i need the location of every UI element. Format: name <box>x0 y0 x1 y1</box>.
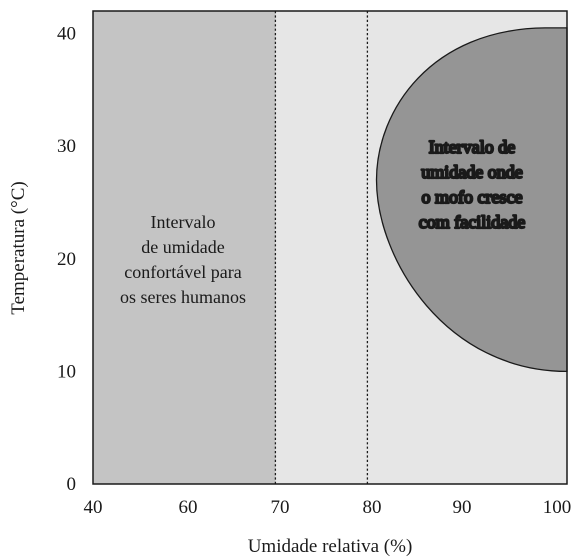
x-tick-label: 90 <box>453 497 472 518</box>
x-tick-label: 70 <box>271 497 290 518</box>
x-axis-ticks: 40 60 70 80 90 100 <box>84 497 572 518</box>
x-tick-label: 80 <box>363 497 382 518</box>
region-label-line: umidade onde <box>421 162 522 182</box>
region-label-line: com facilidade <box>419 212 525 232</box>
x-tick-label: 40 <box>84 497 103 518</box>
y-axis-ticks: 0 10 20 30 40 <box>57 24 76 495</box>
y-tick-label: 30 <box>57 136 76 157</box>
mold-region-label: Intervalo de umidade onde o mofo cresce com… <box>419 137 525 232</box>
y-tick-label: 0 <box>67 474 77 495</box>
x-tick-label: 100 <box>543 497 572 518</box>
comfort-region-label: Intervalo de umidade confortável para os se… <box>120 212 246 307</box>
mold-growth-region <box>375 27 568 373</box>
comfort-humidity-region <box>93 11 276 484</box>
region-label-line: o mofo cresce <box>422 187 523 207</box>
region-label-line: os seres humanos <box>120 287 246 307</box>
region-label-line: Intervalo de <box>429 137 515 157</box>
y-tick-label: 10 <box>57 361 76 382</box>
region-label-line: confortável para <box>124 262 241 282</box>
y-axis-label: Temperatura (°C) <box>8 181 29 314</box>
y-tick-label: 40 <box>57 24 76 45</box>
x-axis-label: Umidade relativa (%) <box>248 536 413 557</box>
y-tick-label: 20 <box>57 249 76 270</box>
x-tick-label: 60 <box>179 497 198 518</box>
region-label-line: de umidade <box>141 237 224 257</box>
plot-frame <box>92 10 568 485</box>
region-label-line: Intervalo <box>151 212 216 232</box>
